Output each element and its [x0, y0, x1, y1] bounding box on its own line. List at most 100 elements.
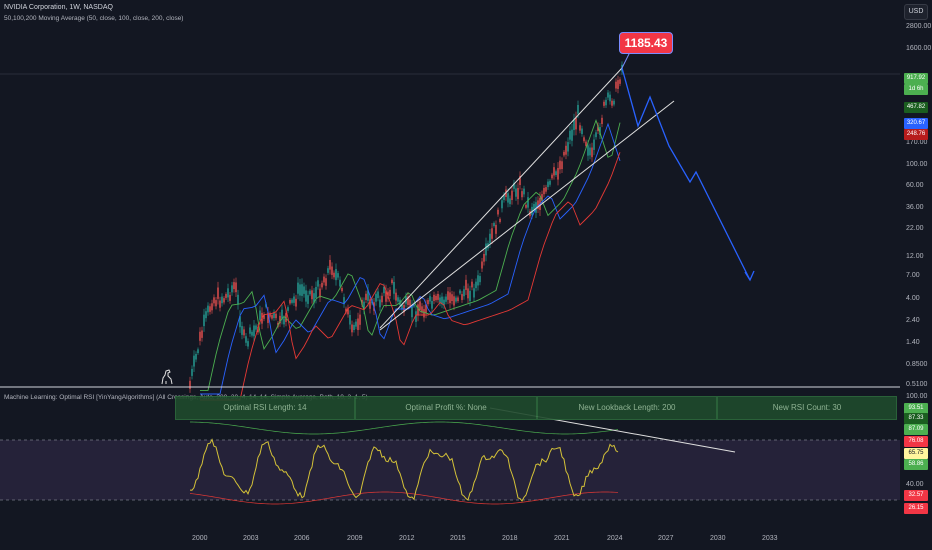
candle-body [527, 197, 529, 208]
candle-body [467, 288, 469, 299]
candle-body [245, 336, 247, 343]
time-tick-label: 2018 [502, 535, 518, 542]
candle-body [549, 180, 551, 185]
candle-body [477, 275, 479, 286]
rsi-line [189, 438, 619, 502]
dino-icon [161, 369, 173, 385]
candle-body [421, 306, 423, 313]
candle-body [513, 182, 515, 189]
candle-body [385, 290, 387, 302]
candle-body [595, 132, 597, 138]
price-tick-label: 1.40 [906, 339, 920, 346]
rsi-badge: 26.15 [904, 503, 928, 514]
candle-body [281, 309, 283, 320]
candle-body [553, 167, 555, 176]
candle-body [459, 290, 461, 294]
candle-body [491, 228, 493, 239]
projection-path[interactable] [621, 67, 751, 281]
candle-body [225, 294, 227, 298]
candle-body [437, 293, 439, 300]
rsi-tick-label: 100.00 [906, 393, 928, 400]
rsi-count-panel: New RSI Count: 30 [717, 396, 897, 420]
candle-body [291, 299, 293, 303]
candle-body [579, 125, 581, 131]
candle-body [343, 297, 345, 305]
candle-body [299, 284, 301, 296]
candle-body [283, 318, 285, 325]
candle-body [435, 295, 437, 301]
candle-body [285, 313, 287, 322]
target-price-callout[interactable]: 1185.43 [619, 32, 673, 54]
candle-body [341, 287, 343, 292]
candle-body [557, 167, 559, 180]
candle-body [195, 353, 197, 360]
candle-body [511, 190, 513, 200]
chart-title: NVIDIA Corporation, 1W, NASDAQ [4, 4, 113, 11]
candle-body [599, 127, 601, 135]
candle-body [375, 293, 377, 302]
candle-body [369, 299, 371, 309]
candle-body [215, 300, 217, 307]
candle-body [315, 286, 317, 298]
candle-body [439, 297, 441, 304]
price-badge: 1d 6h [904, 84, 928, 95]
candle-body [413, 303, 415, 307]
candle-body [345, 308, 347, 313]
candle-body [571, 129, 573, 141]
candle-body [561, 161, 563, 170]
candle-body [593, 139, 595, 150]
price-tick-label: 100.00 [906, 161, 928, 168]
candle-body [381, 295, 383, 303]
candle-body [363, 301, 365, 310]
candle-body [317, 280, 319, 287]
candle-body [329, 259, 331, 270]
candle-body [313, 293, 315, 304]
candle-body [357, 318, 359, 331]
candle-body [497, 209, 499, 215]
candle-body [425, 304, 427, 314]
candle-body [613, 100, 615, 105]
candle-body [473, 288, 475, 298]
candle-body [247, 341, 249, 347]
price-tick-label: 1600.00 [906, 45, 932, 52]
candle-body [219, 300, 221, 308]
candle-body [445, 296, 447, 302]
candle-body [565, 145, 567, 155]
candle-body [563, 151, 565, 156]
candle-body [359, 314, 361, 325]
candle-body [503, 194, 505, 201]
rsi-length-panel: Optimal RSI Length: 14 [175, 396, 355, 420]
candle-body [545, 187, 547, 192]
candle-body [525, 204, 527, 208]
candle-body [199, 331, 201, 341]
time-tick-label: 2033 [762, 535, 778, 542]
candle-body [501, 200, 503, 209]
candle-body [391, 279, 393, 284]
candle-body [551, 174, 553, 179]
candle-body [515, 188, 517, 197]
wedge-trendlines[interactable] [379, 67, 675, 331]
candle-body [583, 137, 585, 142]
candle-body [409, 299, 411, 306]
candle-body [567, 142, 569, 152]
time-tick-label: 2015 [450, 535, 466, 542]
candle-body [423, 309, 425, 318]
candle-body [189, 380, 191, 389]
candle-body [295, 298, 297, 307]
candle-body [271, 315, 273, 319]
price-tick-label: 2.40 [906, 317, 920, 324]
currency-button[interactable]: USD [904, 4, 928, 20]
candle-body [367, 289, 369, 301]
price-badge: 917.92 [904, 73, 928, 84]
candle-body [237, 294, 239, 305]
candle-body [197, 349, 199, 354]
candle-body [517, 188, 519, 200]
rsi-lower-band [189, 491, 619, 505]
candle-body [591, 147, 593, 158]
candle-body [377, 291, 379, 298]
candle-body [353, 324, 355, 330]
candle-body [255, 325, 257, 330]
candle-body [279, 315, 281, 324]
candle-body [441, 296, 443, 305]
